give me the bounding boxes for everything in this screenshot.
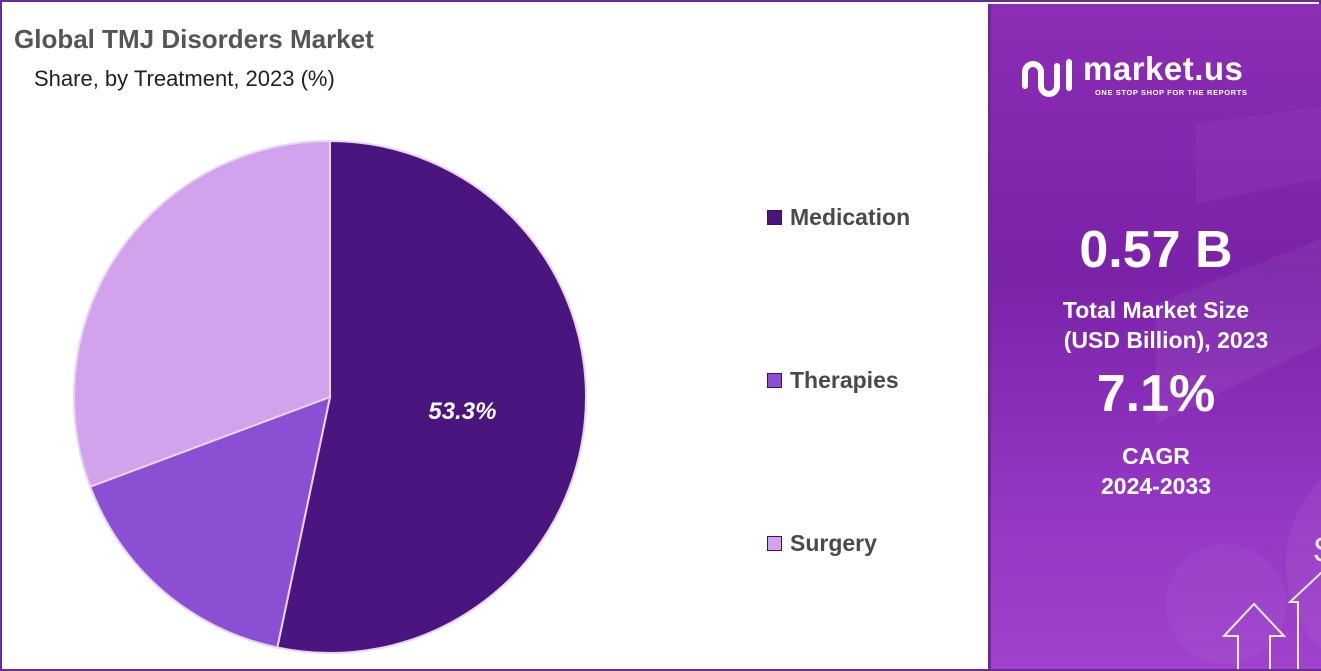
cagr-label-line2: 2024-2033 bbox=[1101, 473, 1211, 499]
legend-item-surgery: Surgery bbox=[767, 530, 877, 557]
brand-name: market.us bbox=[1083, 50, 1244, 87]
cagr-label-line1: CAGR bbox=[1122, 443, 1190, 469]
legend-label-surgery: Surgery bbox=[790, 530, 877, 556]
pie-slice-therapies bbox=[88, 395, 332, 649]
market-size-label-line2: (USD Billion), 2023 bbox=[1063, 327, 1269, 353]
chart-area: Global TMJ Disorders Market Share, by Tr… bbox=[4, 4, 988, 669]
market-us-logo-icon bbox=[1022, 59, 1072, 97]
legend-label-therapies: Therapies bbox=[790, 367, 899, 393]
cagr-value: 7.1% bbox=[1096, 365, 1216, 423]
pie-slice-surgery bbox=[72, 139, 331, 489]
market-size-value: 0.57 B bbox=[1079, 221, 1233, 279]
pie-slice-medication bbox=[276, 139, 587, 654]
chart-subtitle: Share, by Treatment, 2023 (%) bbox=[34, 66, 335, 91]
legend-swatch-therapies bbox=[767, 373, 782, 388]
market-summary-panel: market.us ONE STOP SHOP FOR THE REPORTS … bbox=[991, 4, 1321, 669]
panel-divider bbox=[988, 4, 991, 669]
dollar-icon: $ bbox=[1314, 529, 1321, 570]
brand-block: market.us ONE STOP SHOP FOR THE REPORTS bbox=[1021, 50, 1291, 102]
brand-tagline: ONE STOP SHOP FOR THE REPORTS bbox=[1095, 88, 1248, 97]
legend-swatch-surgery bbox=[767, 536, 782, 551]
legend-item-medication: Medication bbox=[767, 204, 910, 231]
chart-legend: Medication Therapies Surgery bbox=[767, 4, 987, 669]
legend-item-therapies: Therapies bbox=[767, 367, 899, 394]
pie-slices bbox=[72, 139, 587, 654]
pie-data-labels: 53.3% bbox=[428, 398, 496, 425]
legend-swatch-medication bbox=[767, 210, 782, 225]
growth-arrows-icon: $ bbox=[1221, 529, 1321, 669]
chart-title: Global TMJ Disorders Market bbox=[14, 24, 374, 54]
pie-data-label-medication: 53.3% bbox=[428, 398, 496, 425]
up-arrow-icon bbox=[1221, 571, 1321, 669]
market-size-label-line1: Total Market Size bbox=[1062, 297, 1250, 323]
legend-label-medication: Medication bbox=[790, 204, 911, 230]
pie-chart: 53.3% bbox=[72, 139, 587, 654]
background-decoration bbox=[1156, 106, 1321, 664]
